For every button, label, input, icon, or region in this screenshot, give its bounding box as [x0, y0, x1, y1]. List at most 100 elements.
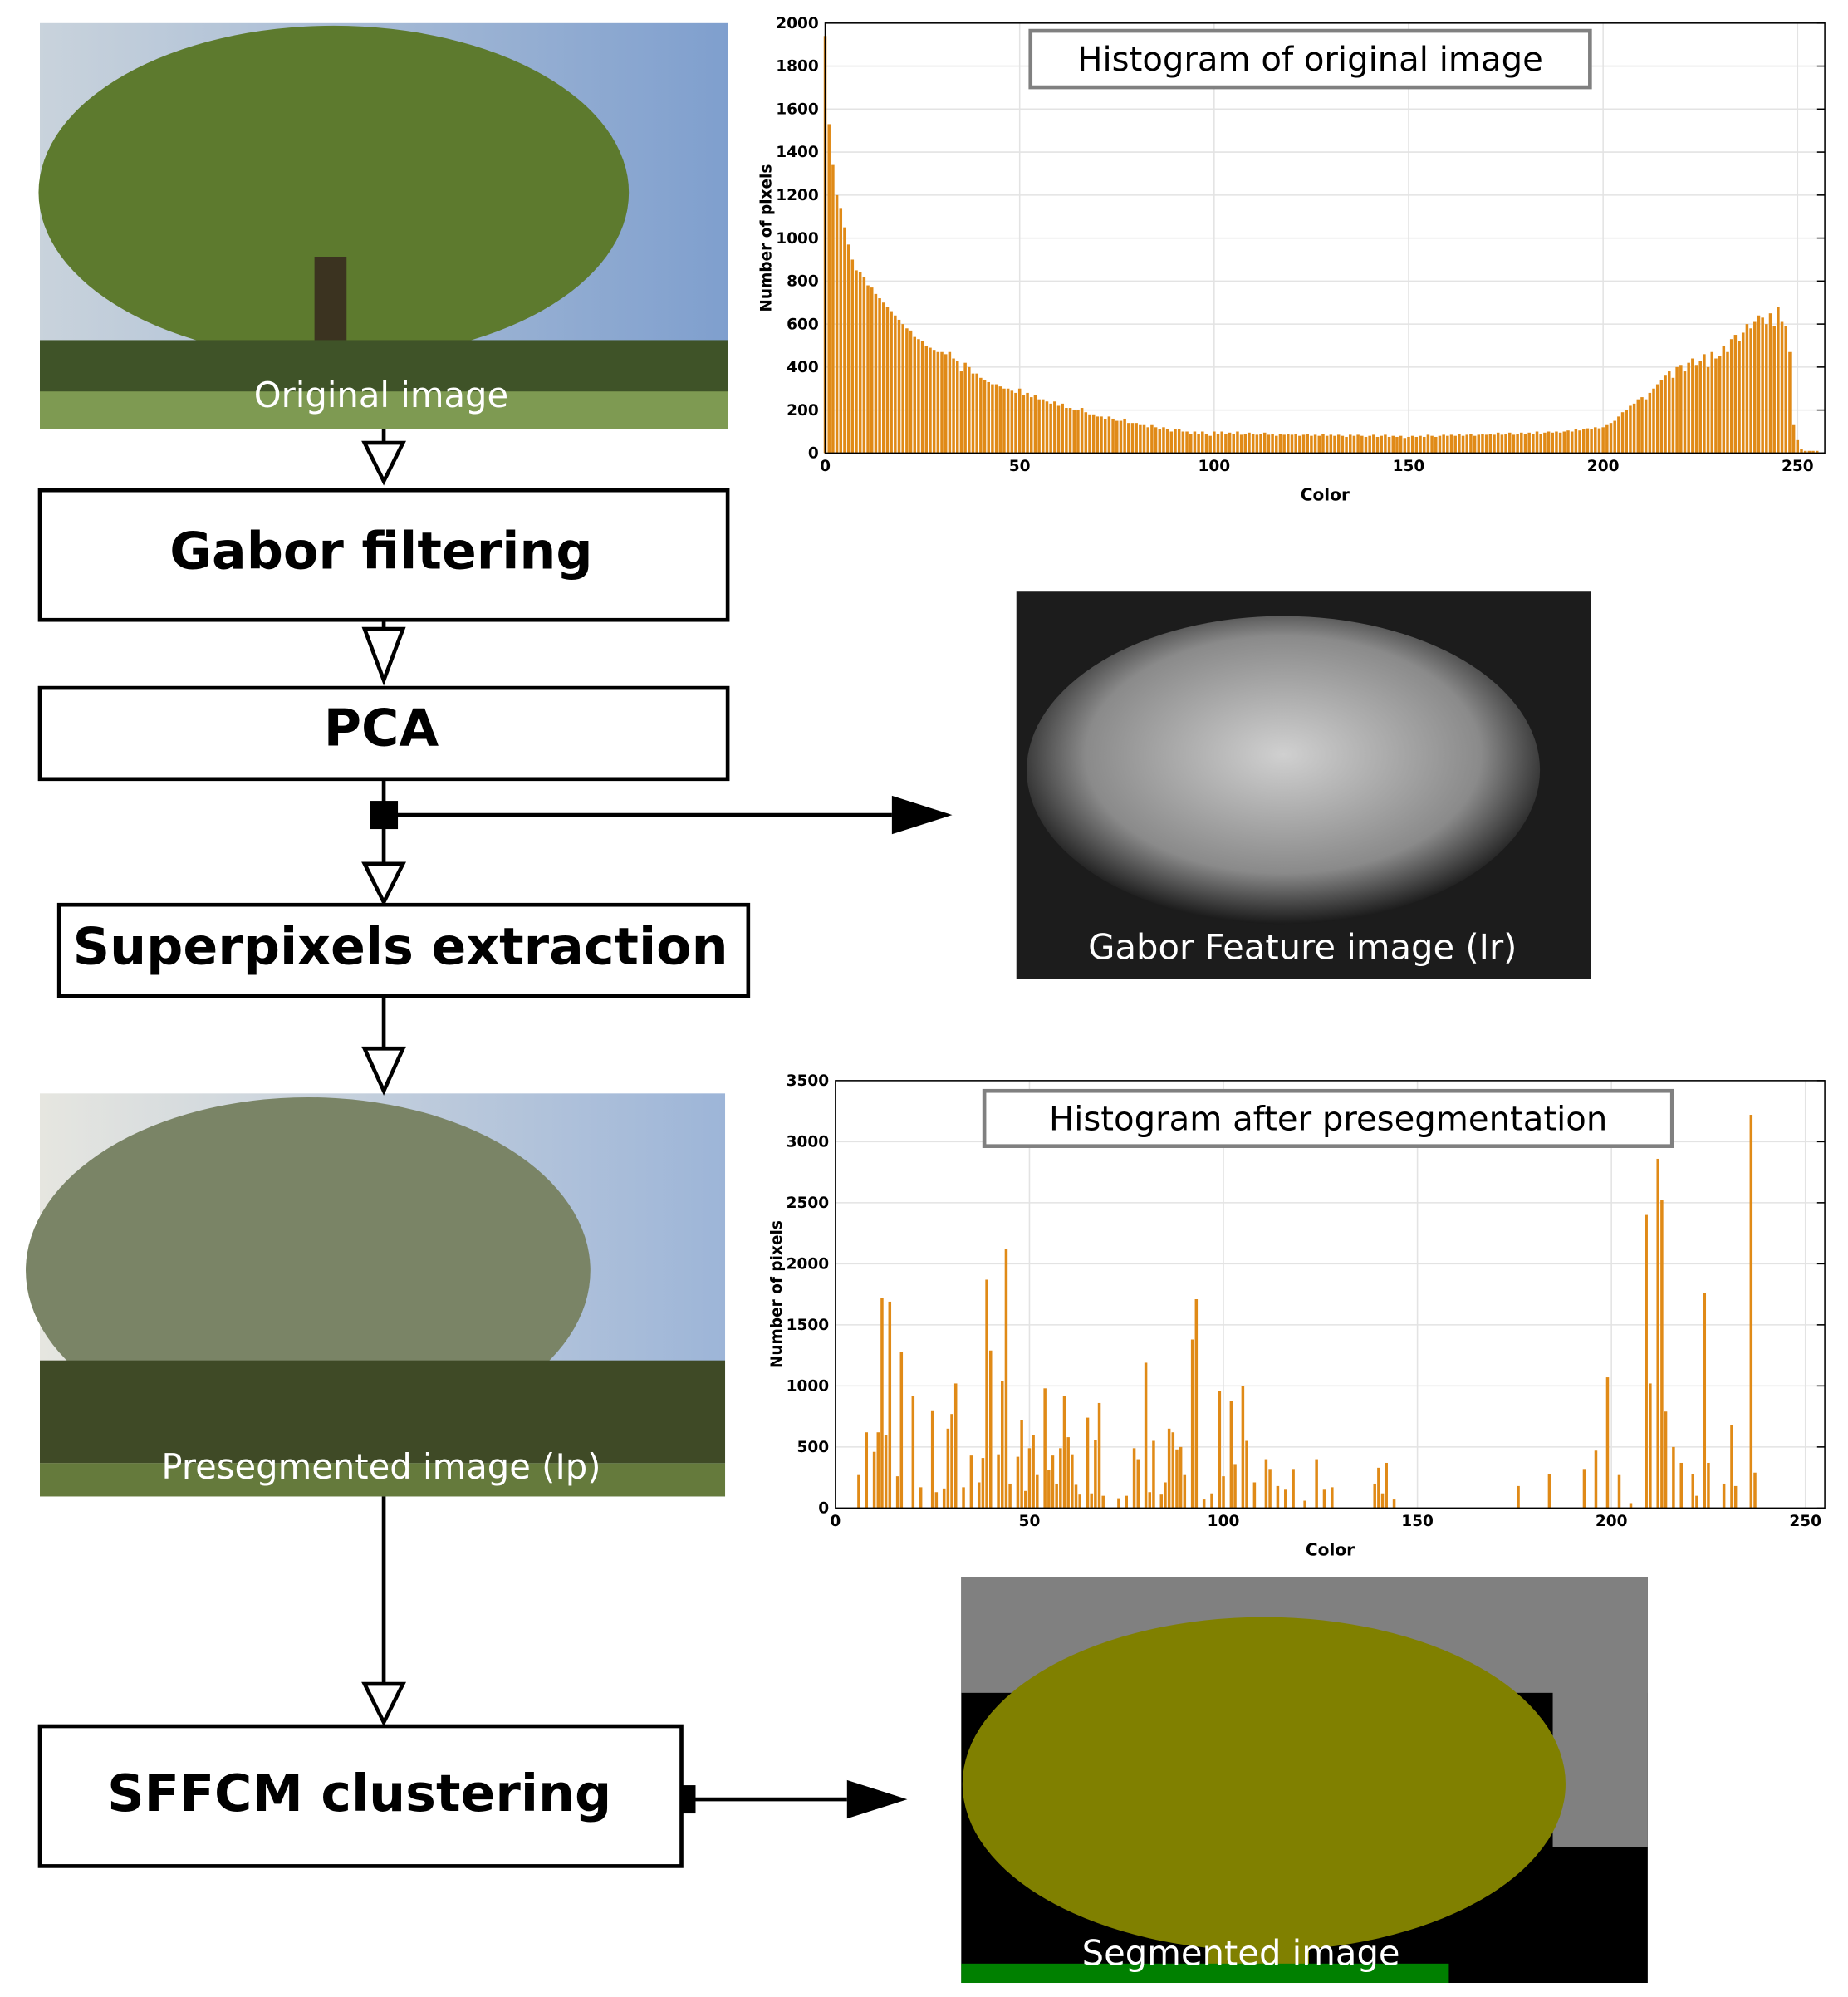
- bar: [1649, 1383, 1652, 1509]
- bar: [865, 1432, 869, 1509]
- y-tick-label: 600: [787, 316, 819, 333]
- bar: [1074, 1484, 1078, 1509]
- bar: [1469, 434, 1473, 454]
- bar: [1645, 1214, 1648, 1509]
- bar: [1442, 434, 1445, 454]
- bar: [936, 351, 940, 454]
- title-box: [982, 1088, 1674, 1148]
- bar: [1761, 317, 1764, 454]
- bar: [827, 124, 831, 454]
- bar: [1703, 354, 1706, 454]
- node-box: [37, 685, 730, 782]
- bar: [1065, 408, 1068, 454]
- bar: [988, 1350, 993, 1509]
- bar: [1453, 435, 1457, 454]
- bar: [1045, 401, 1049, 454]
- bar: [1434, 436, 1438, 454]
- bar: [1364, 436, 1368, 454]
- bar: [1458, 434, 1461, 454]
- y-tick-label: 2000: [787, 1256, 830, 1273]
- bar: [1228, 432, 1232, 454]
- bar: [1594, 1450, 1598, 1509]
- bar: [1174, 429, 1177, 454]
- bar: [1679, 365, 1683, 454]
- bar: [932, 350, 936, 454]
- y-tick-label: 0: [818, 1500, 829, 1518]
- bar: [977, 1482, 981, 1509]
- bar: [919, 1487, 923, 1509]
- bar: [1201, 431, 1204, 454]
- bar: [1088, 414, 1091, 454]
- bar: [1414, 436, 1419, 454]
- bar: [1150, 424, 1154, 454]
- bar: [969, 1455, 973, 1509]
- bar: [1303, 1500, 1306, 1509]
- x-tick-label: 200: [1596, 1513, 1628, 1530]
- bar: [1399, 435, 1403, 454]
- bar: [1259, 434, 1262, 454]
- bar: [1422, 436, 1426, 454]
- bar: [1006, 388, 1010, 454]
- bar: [1387, 436, 1391, 454]
- y-tick-label: 1200: [776, 187, 819, 204]
- bar: [911, 1396, 915, 1509]
- bar: [1020, 1420, 1023, 1509]
- bar: [1233, 1464, 1237, 1509]
- bar: [1042, 399, 1045, 454]
- bar: [1672, 1446, 1675, 1509]
- bar: [1017, 388, 1022, 454]
- bar: [1741, 332, 1745, 454]
- bar: [1373, 1483, 1376, 1509]
- bar: [1523, 434, 1527, 454]
- bar: [1757, 315, 1761, 454]
- bar: [901, 324, 904, 454]
- bar: [991, 384, 994, 454]
- bar: [1477, 434, 1481, 454]
- bar: [1144, 1362, 1148, 1509]
- bar: [1016, 1456, 1020, 1509]
- bar: [1784, 326, 1788, 454]
- bar: [1061, 403, 1064, 454]
- bar: [1004, 1249, 1008, 1509]
- bar: [1385, 1462, 1388, 1509]
- bar: [850, 259, 855, 454]
- bar: [1341, 435, 1345, 454]
- bar: [1753, 321, 1757, 454]
- bar: [1687, 362, 1690, 454]
- chart-title: Histogram of original image: [1077, 41, 1542, 79]
- bar: [1718, 356, 1722, 454]
- bar: [1117, 1498, 1120, 1509]
- image-caption: Gabor Feature image (Ir): [1088, 926, 1517, 967]
- bar: [1119, 420, 1123, 454]
- bar: [1675, 366, 1679, 454]
- bar: [1229, 1401, 1233, 1509]
- bar: [1547, 1474, 1551, 1509]
- bar: [1008, 1483, 1012, 1509]
- node-label: Superpixels extraction: [73, 916, 728, 976]
- bar: [866, 285, 870, 454]
- bar: [1473, 435, 1477, 454]
- bar: [1749, 1115, 1753, 1509]
- bar: [1123, 418, 1126, 454]
- bar: [1066, 1437, 1070, 1509]
- bar: [858, 272, 862, 454]
- bar: [1352, 435, 1356, 454]
- bar: [1527, 432, 1531, 454]
- bar: [1059, 1448, 1062, 1509]
- bar: [1043, 1388, 1047, 1509]
- bar: [1481, 434, 1484, 454]
- bar: [1407, 436, 1410, 454]
- bar: [1090, 1493, 1093, 1509]
- bar: [1768, 313, 1772, 454]
- bar: [831, 164, 835, 454]
- bar: [1777, 307, 1780, 454]
- bar: [994, 384, 998, 454]
- bar: [1252, 1482, 1257, 1509]
- bar: [1111, 418, 1115, 454]
- bar: [1380, 1493, 1385, 1509]
- bar: [1036, 1474, 1039, 1509]
- bar: [1158, 429, 1162, 454]
- bar: [1640, 397, 1644, 454]
- bar: [1625, 410, 1629, 454]
